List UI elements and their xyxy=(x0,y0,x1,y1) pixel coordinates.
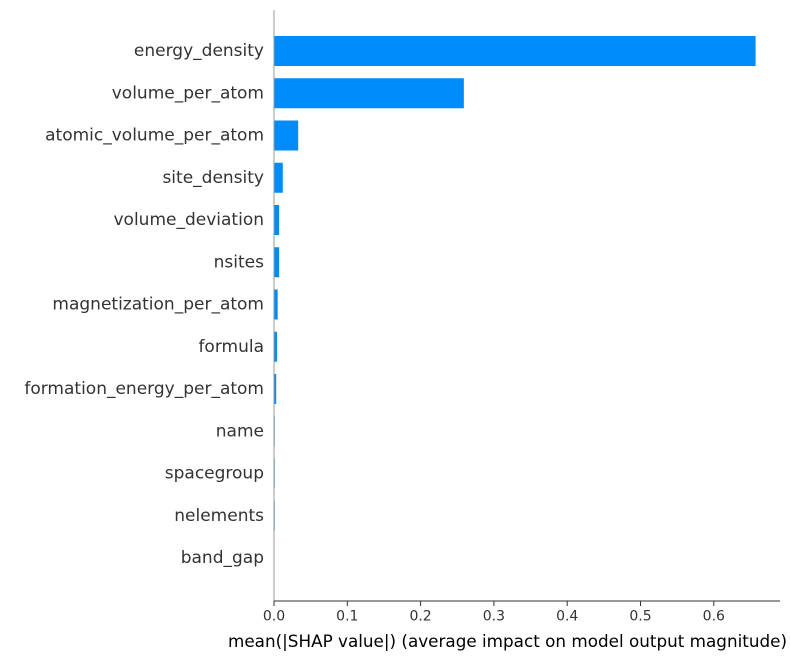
x-tick-label: 0.1 xyxy=(336,609,358,625)
bar-volume_deviation xyxy=(274,205,280,235)
category-label-name: name xyxy=(216,421,264,441)
x-tick-label: 0.4 xyxy=(556,609,578,625)
category-label-atomic_volume_per_atom: atomic_volume_per_atom xyxy=(45,126,264,146)
category-label-nsites: nsites xyxy=(214,252,264,272)
x-tick-label: 0.5 xyxy=(629,609,651,625)
category-label-volume_deviation: volume_deviation xyxy=(114,210,265,230)
bar-volume_per_atom xyxy=(274,78,464,109)
bar-atomic_volume_per_atom xyxy=(274,120,299,151)
category-label-magnetization_per_atom: magnetization_per_atom xyxy=(52,295,264,315)
x-axis-ticks: 0.0 0.1 0.2 0.3 0.4 0.5 0.6 xyxy=(263,601,725,625)
bar-site_density xyxy=(274,162,283,193)
bar-nsites xyxy=(274,247,280,278)
x-axis-title: mean(|SHAP value|) (average impact on mo… xyxy=(228,632,787,652)
x-tick-label: 0.2 xyxy=(409,609,431,625)
category-label-site_density: site_density xyxy=(162,168,264,188)
category-label-formula: formula xyxy=(198,337,264,357)
category-label-spacegroup: spacegroup xyxy=(165,464,264,484)
category-labels: energy_density volume_per_atom atomic_volu… xyxy=(24,41,264,568)
bar-formula xyxy=(274,331,277,362)
bar-magnetization_per_atom xyxy=(274,289,278,320)
category-label-energy_density: energy_density xyxy=(134,41,264,61)
category-label-nelements: nelements xyxy=(174,506,264,526)
bar-energy_density xyxy=(274,36,756,66)
x-tick-label: 0.6 xyxy=(703,609,725,625)
x-tick-label: 0.0 xyxy=(263,609,285,625)
bars-group xyxy=(274,36,756,531)
category-label-volume_per_atom: volume_per_atom xyxy=(112,83,264,103)
x-tick-label: 0.3 xyxy=(483,609,505,625)
category-label-band_gap: band_gap xyxy=(181,548,264,568)
bar-formation_energy_per_atom xyxy=(274,374,277,404)
category-label-formation_energy_per_atom: formation_energy_per_atom xyxy=(24,379,264,399)
